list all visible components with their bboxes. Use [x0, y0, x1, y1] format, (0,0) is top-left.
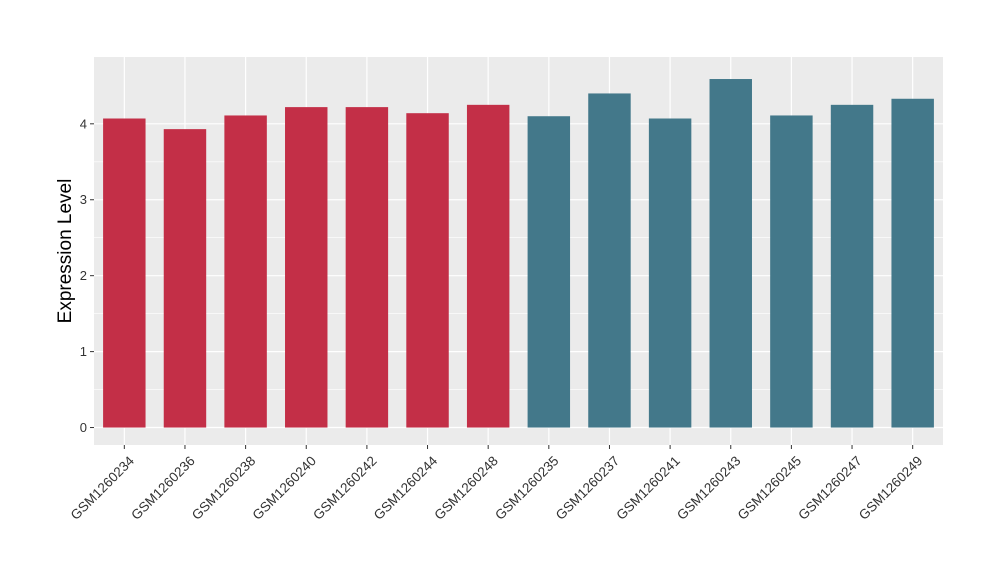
bar-gsm1260245	[770, 115, 813, 428]
x-tick-label: GSM1260235	[492, 453, 562, 523]
x-tick-label: GSM1260249	[856, 453, 926, 523]
plot-panel	[94, 57, 943, 445]
x-tick-label: GSM1260237	[553, 453, 623, 523]
x-tick-label: GSM1260240	[250, 453, 320, 523]
bars	[103, 79, 934, 428]
y-tick-label: 1	[80, 344, 87, 359]
x-tick-label: GSM1260236	[128, 453, 198, 523]
bar-gsm1260236	[163, 129, 207, 428]
bar-gsm1260249	[891, 98, 934, 428]
y-axis: 0 1 2 3 4	[80, 116, 94, 435]
y-tick-label: 4	[80, 116, 87, 131]
x-axis: GSM1260234GSM1260236GSM1260238GSM1260240…	[68, 445, 926, 523]
bar-gsm1260238	[224, 115, 267, 428]
x-tick-label: GSM1260241	[613, 453, 683, 523]
bar-gsm1260240	[285, 107, 328, 428]
y-tick-label: 2	[80, 268, 87, 283]
bar-gsm1260235	[527, 116, 571, 428]
bar-gsm1260248	[466, 104, 510, 428]
bar-gsm1260241	[648, 118, 692, 428]
y-axis-title: Expression Level	[55, 179, 76, 324]
x-tick-label: GSM1260243	[674, 453, 744, 523]
y-tick-label: 0	[80, 420, 87, 435]
x-tick-label: GSM1260245	[735, 453, 805, 523]
x-tick-label: GSM1260238	[189, 453, 259, 523]
bar-gsm1260242	[345, 107, 389, 428]
x-tick-label: GSM1260248	[431, 453, 501, 523]
y-tick-label: 3	[80, 192, 87, 207]
bar-gsm1260247	[830, 104, 874, 428]
x-tick-label: GSM1260247	[795, 453, 865, 523]
bar-gsm1260234	[103, 118, 146, 428]
bar-gsm1260243	[709, 79, 752, 428]
bar-gsm1260244	[406, 113, 449, 428]
x-tick-label: GSM1260242	[310, 453, 380, 523]
bar-gsm1260237	[588, 93, 631, 428]
